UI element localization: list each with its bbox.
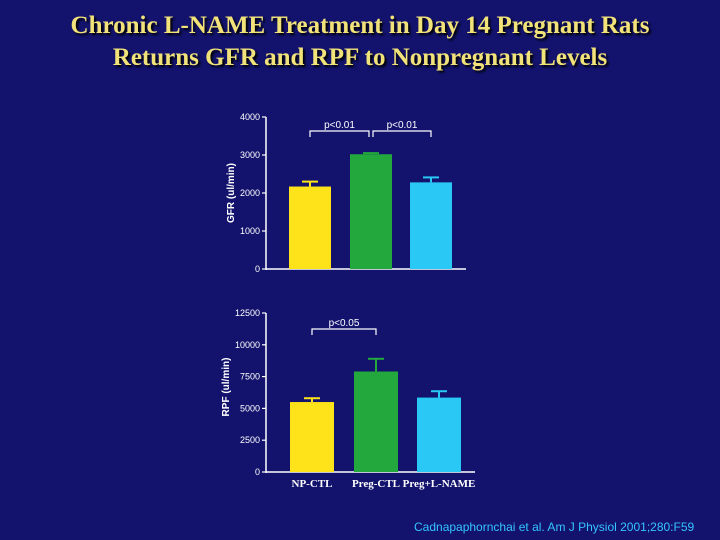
gfr-significance-bracket <box>372 130 432 137</box>
gfr-y-tick-label: 2000 <box>240 188 260 198</box>
gfr-chart: 0 1000 2000 3000 4000 GFR (ul/min) p<0.01 p<0.0… <box>226 112 466 274</box>
gfr-significance-label: p<0.01 <box>387 120 418 131</box>
rpf-y-tick-label: 2500 <box>240 435 260 445</box>
rpf-category-label: Preg+L-NAME <box>403 478 476 490</box>
rpf-y-tick-label: 5000 <box>240 403 260 413</box>
gfr-bar-np-ctl <box>289 186 331 269</box>
rpf-y-tick-label: 10000 <box>235 340 260 350</box>
slide-title-line-1: Chronic L-NAME Treatment in Day 14 Pregn… <box>70 12 650 39</box>
rpf-y-tick-label: 0 <box>255 467 260 477</box>
rpf-significance-label: p<0.05 <box>329 318 360 329</box>
gfr-bar-preg-l-name <box>410 182 452 269</box>
rpf-significance-bracket <box>311 328 377 335</box>
gfr-y-tick-label: 1000 <box>240 226 260 236</box>
rpf-y-tick-label: 7500 <box>240 372 260 382</box>
slide-title: Chronic L-NAME Treatment in Day 14 Pregn… <box>0 10 720 74</box>
gfr-significance-label: p<0.01 <box>324 120 355 131</box>
citation: Cadnapaphornchai et al. Am J Physiol 200… <box>414 520 695 534</box>
gfr-y-tick-label: 0 <box>255 264 260 274</box>
gfr-y-tick-label: 4000 <box>240 112 260 122</box>
rpf-bar-preg-ctl <box>354 371 398 472</box>
rpf-bar-preg-l-name <box>417 397 461 472</box>
gfr-y-tick-label: 3000 <box>240 150 260 160</box>
rpf-bar-np-ctl <box>290 402 334 472</box>
rpf-y-tick-label: 12500 <box>235 308 260 318</box>
rpf-chart: 0 2500 5000 7500 10000 12500 RPF (ul/min) p<0.0… <box>221 308 475 490</box>
gfr-y-axis-label: GFR (ul/min) <box>226 163 237 223</box>
slide-title-line-2: Returns GFR and RPF to Nonpregnant Level… <box>112 44 608 71</box>
rpf-category-label: Preg-CTL <box>352 478 400 490</box>
gfr-bar-preg-ctl <box>350 154 392 269</box>
gfr-significance-bracket <box>309 130 370 137</box>
rpf-category-label: NP-CTL <box>292 478 333 490</box>
rpf-y-axis-label: RPF (ul/min) <box>221 358 232 417</box>
